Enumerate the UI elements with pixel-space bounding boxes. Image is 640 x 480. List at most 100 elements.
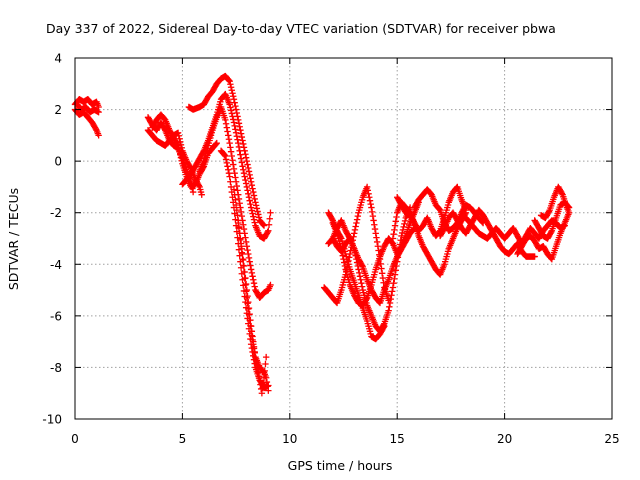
data-point (235, 120, 243, 127)
data-point (253, 205, 261, 212)
data-point (250, 345, 258, 352)
data-point (328, 215, 336, 223)
series-arc-09 (185, 72, 268, 229)
data-point (230, 165, 238, 173)
data-point (391, 222, 399, 229)
data-point (222, 156, 230, 163)
data-point (240, 221, 247, 228)
series-arc-16 (329, 199, 422, 309)
data-point (366, 194, 373, 201)
data-point (250, 341, 257, 348)
data-point (255, 369, 262, 376)
data-point (232, 129, 240, 136)
data-point (242, 280, 250, 288)
data-point (245, 164, 252, 172)
data-point (338, 249, 346, 256)
data-point (247, 175, 254, 182)
data-point (227, 148, 235, 155)
data-point (235, 223, 243, 231)
data-point (368, 204, 375, 211)
data-point (246, 258, 253, 265)
data-point (245, 194, 253, 201)
data-point (233, 206, 241, 214)
data-point (226, 78, 233, 85)
data-point (225, 132, 232, 139)
data-point (249, 273, 256, 280)
data-point (389, 235, 397, 242)
data-point (232, 178, 240, 185)
data-point (245, 250, 252, 258)
data-point (225, 136, 233, 143)
x-tick-label: 15 (390, 432, 405, 446)
data-point (235, 195, 243, 203)
data-point (245, 168, 253, 175)
data-point (248, 332, 256, 339)
data-point (230, 161, 237, 168)
data-point (390, 231, 397, 238)
data-point (399, 229, 406, 237)
data-point (235, 217, 242, 224)
data-point (264, 228, 271, 236)
data-point (177, 154, 185, 161)
data-point (246, 316, 253, 324)
data-point (244, 161, 251, 168)
data-point (249, 185, 256, 192)
data-point (242, 154, 250, 161)
data-point (228, 152, 236, 160)
data-point (225, 169, 233, 177)
data-point (250, 188, 257, 196)
data-point (260, 222, 268, 229)
data-point (250, 216, 258, 223)
data-point (232, 174, 239, 181)
data-point (363, 295, 370, 303)
x-tick-label: 5 (179, 432, 187, 446)
data-point (238, 133, 246, 141)
data-point (243, 286, 251, 294)
data-point (242, 238, 250, 246)
series-arc-24 (531, 199, 573, 242)
data-point (266, 215, 273, 222)
data-point (227, 84, 235, 91)
series-arc-13 (320, 183, 392, 307)
data-point (199, 148, 207, 156)
data-point (245, 305, 252, 313)
data-point (247, 178, 255, 185)
data-point (226, 139, 233, 147)
data-point (260, 379, 267, 387)
data-point (250, 213, 257, 220)
y-tick-label: 2 (54, 103, 62, 117)
data-point (231, 169, 238, 177)
data-point (531, 253, 538, 260)
data-point (240, 256, 247, 264)
data-point (386, 303, 393, 311)
data-point (364, 187, 372, 194)
data-point (177, 151, 184, 158)
data-point (265, 221, 273, 228)
data-point (189, 188, 197, 196)
series-arc-03 (73, 101, 102, 116)
data-point (222, 152, 229, 160)
data-point (373, 238, 381, 246)
data-point (244, 187, 251, 194)
data-point (228, 87, 236, 94)
data-point (237, 236, 244, 243)
y-tick-label: -2 (50, 206, 62, 220)
data-point (240, 268, 248, 276)
data-point (379, 274, 387, 282)
data-point (246, 171, 253, 179)
data-point (230, 96, 238, 103)
data-point (235, 246, 243, 253)
data-point (385, 307, 392, 314)
data-point (241, 275, 248, 282)
data-point (401, 217, 409, 225)
data-point (440, 226, 447, 233)
data-point (251, 195, 258, 203)
data-point (233, 182, 241, 190)
data-point (213, 139, 220, 147)
data-point (262, 353, 270, 361)
data-point (243, 243, 251, 250)
data-point (238, 249, 246, 256)
data-point (226, 101, 233, 108)
x-axis-title: GPS time / hours (288, 458, 393, 473)
